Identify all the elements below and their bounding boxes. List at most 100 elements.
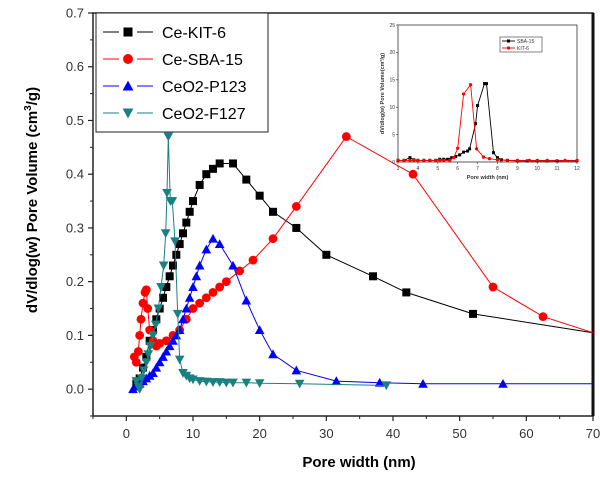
data-point — [369, 272, 377, 281]
data-point — [201, 293, 211, 303]
data-point — [291, 202, 301, 211]
inset-data-point — [466, 149, 470, 153]
inset-data-point — [412, 158, 416, 163]
data-point — [242, 175, 251, 184]
data-point — [131, 357, 141, 367]
inset-legend-item: KIT-6 — [502, 46, 529, 52]
inset-data-point — [575, 158, 579, 163]
series-line — [135, 163, 594, 385]
data-point — [214, 239, 225, 249]
data-point — [185, 207, 194, 216]
inset-y-tick-label: 0 — [392, 160, 395, 166]
data-point — [221, 378, 232, 388]
inset-x-tick-label: 10 — [534, 166, 540, 172]
inset-data-point — [408, 156, 412, 160]
x-tick-label: 20 — [252, 426, 266, 441]
data-point — [189, 197, 197, 206]
inset-chart: 3 4 5 6 7 8 9 10 11 12 0 5 10 15 20 25 Pore width (nm) dV… — [379, 23, 580, 181]
inset-data-point — [468, 83, 473, 87]
y-tick-label: 0.3 — [66, 220, 84, 235]
data-point — [135, 331, 145, 340]
inset-y-tick-label: 20 — [389, 50, 395, 56]
data-point — [182, 218, 191, 227]
data-point — [133, 347, 143, 356]
inset-x-tick-label: 5 — [436, 166, 439, 172]
inset-data-point — [438, 158, 442, 163]
inset-y-tick-label: 15 — [389, 78, 395, 84]
y-axis-title-superscript: 3 — [23, 105, 34, 111]
y-axis-title-main: dV/dlog(w) Pore Volume (cm — [24, 111, 41, 313]
data-point — [228, 378, 238, 388]
data-point — [162, 283, 171, 292]
inset-x-tick-label: 3 — [397, 166, 400, 172]
data-point — [141, 358, 152, 368]
data-point — [136, 374, 147, 384]
series-ceo2-f127 — [131, 132, 392, 394]
inset-data-point — [422, 158, 426, 163]
inset-data-point — [461, 92, 466, 96]
inset-data-point — [454, 155, 458, 159]
data-point — [158, 261, 169, 271]
x-tick-label: 60 — [519, 426, 533, 441]
inset-data-point — [434, 158, 438, 163]
data-point — [381, 381, 392, 391]
data-point — [167, 197, 178, 206]
y-tick-label: 0.6 — [66, 59, 84, 74]
y-axis-title: dV/dlog(w) Pore Volume (cm3/g) — [23, 87, 41, 313]
data-point — [202, 170, 211, 179]
inset-data-point — [402, 158, 406, 163]
data-point — [154, 357, 165, 367]
data-point — [235, 266, 245, 276]
plot-frame — [92, 12, 595, 417]
y-tick-label: 0.2 — [66, 274, 84, 289]
data-point — [161, 336, 171, 346]
data-point — [153, 304, 164, 314]
inset-data-point — [476, 104, 480, 108]
data-point — [195, 180, 204, 189]
data-point — [341, 132, 351, 141]
inset-data-point — [408, 158, 412, 163]
data-point — [255, 191, 264, 200]
inset-y-tick-label: 10 — [389, 105, 395, 111]
inset-legend-item: SBA-15 — [502, 39, 534, 45]
inset-x-tick-label: 12 — [574, 166, 580, 172]
data-point — [148, 368, 158, 378]
x-tick-label: 30 — [319, 426, 333, 441]
inset-legend-label: SBA-15 — [517, 39, 534, 45]
data-point — [131, 377, 142, 386]
data-point — [268, 349, 278, 359]
data-point — [145, 342, 156, 351]
series-ce-kit-6 — [132, 159, 594, 388]
inset-legend-marker — [506, 46, 511, 50]
data-point — [142, 352, 151, 361]
data-point — [408, 169, 418, 179]
legend-marker — [123, 54, 133, 64]
inset-data-point — [527, 158, 531, 163]
data-point — [269, 207, 277, 216]
x-axis-title: Pore width (nm) — [302, 454, 415, 471]
data-point — [143, 304, 153, 313]
legend-label: Ce-SBA-15 — [162, 52, 243, 69]
series-ce-sba-15 — [129, 132, 594, 367]
inset-data-point — [563, 158, 567, 163]
y-axis-title-tail: /g) — [24, 87, 41, 105]
inset-data-point — [505, 158, 510, 163]
data-point — [229, 159, 237, 168]
inset-data-point — [495, 158, 500, 162]
inset-x-tick-label: 9 — [516, 166, 519, 172]
y-tick-label: 0.5 — [66, 113, 84, 128]
y-tick-label: 0.0 — [66, 382, 84, 397]
y-tick-label: 0.7 — [66, 6, 84, 21]
data-point — [194, 260, 205, 270]
data-point — [331, 376, 342, 386]
data-point — [181, 303, 192, 313]
data-point — [174, 325, 185, 335]
data-point — [158, 352, 168, 361]
legend-label: CeO2-P123 — [162, 79, 247, 96]
inset-data-point — [474, 147, 479, 151]
data-point — [179, 229, 187, 238]
data-point — [208, 378, 218, 387]
data-point — [174, 355, 185, 365]
y-tick-label: 0.1 — [66, 328, 84, 343]
data-point — [291, 365, 302, 375]
